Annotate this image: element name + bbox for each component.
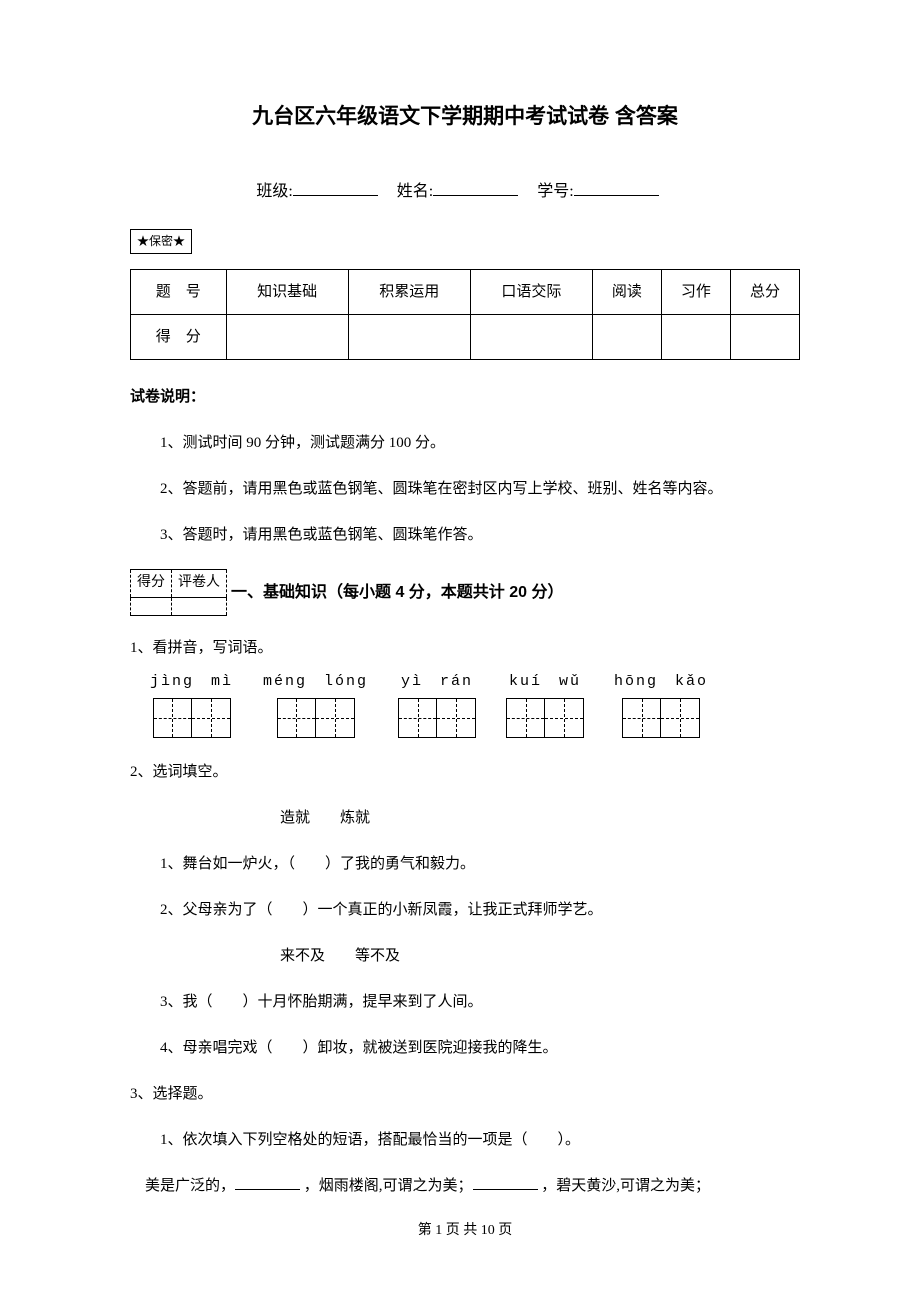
char-grid xyxy=(622,698,700,738)
id-label: 学号: xyxy=(537,183,573,200)
word-choices: 造就 炼就 xyxy=(130,806,800,830)
fill-line: 美是广泛的， ，烟雨楼阁,可谓之为美； ，碧天黄沙,可谓之为美； xyxy=(130,1174,800,1198)
id-blank xyxy=(574,195,659,196)
header-cell: 口语交际 xyxy=(470,270,592,315)
score-table: 题 号 知识基础 积累运用 口语交际 阅读 习作 总分 得 分 xyxy=(130,269,800,360)
pinyin-group: hōng kǎo xyxy=(614,670,708,738)
header-cell: 积累运用 xyxy=(348,270,470,315)
blank xyxy=(235,1189,300,1190)
char-grid xyxy=(153,698,231,738)
score-cell xyxy=(730,315,799,360)
sub-question: 3、我（ ）十月怀胎期满，提早来到了人间。 xyxy=(130,990,800,1014)
class-blank xyxy=(293,195,378,196)
header-cell: 知识基础 xyxy=(226,270,348,315)
question-2: 2、选词填空。 造就 炼就 1、舞台如一炉火，（ ）了我的勇气和毅力。 2、父母… xyxy=(130,760,800,1060)
pinyin-group: kuí wǔ xyxy=(506,670,584,738)
fill-text: 美是广泛的， xyxy=(145,1178,235,1194)
table-row: 得 分 xyxy=(131,315,800,360)
word-choices: 来不及 等不及 xyxy=(130,944,800,968)
fill-text: ，烟雨楼阁,可谓之为美； xyxy=(304,1178,473,1194)
blank xyxy=(473,1189,538,1190)
question-1: 1、看拼音，写词语。 jìng mì méng lóng yì rán kuí … xyxy=(130,636,800,738)
name-blank xyxy=(433,195,518,196)
instruction-item: 3、答题时，请用黑色或蓝色钢笔、圆珠笔作答。 xyxy=(130,523,800,547)
pinyin-text: hōng kǎo xyxy=(614,670,708,694)
instructions: 试卷说明： 1、测试时间 90 分钟，测试题满分 100 分。 2、答题前，请用… xyxy=(130,385,800,547)
header-cell: 题 号 xyxy=(131,270,227,315)
pinyin-text: jìng mì xyxy=(150,670,233,694)
secret-badge: ★保密★ xyxy=(130,229,192,254)
instruction-item: 2、答题前，请用黑色或蓝色钢笔、圆珠笔在密封区内写上学校、班别、姓名等内容。 xyxy=(130,477,800,501)
score-cell xyxy=(592,315,661,360)
grading-blank xyxy=(131,597,172,615)
score-cell xyxy=(661,315,730,360)
pinyin-row: jìng mì méng lóng yì rán kuí wǔ hōng kǎo xyxy=(130,670,800,738)
pinyin-text: méng lóng xyxy=(263,670,368,694)
instruction-item: 1、测试时间 90 分钟，测试题满分 100 分。 xyxy=(130,431,800,455)
name-label: 姓名: xyxy=(397,183,433,200)
score-cell xyxy=(348,315,470,360)
section-title: 一、基础知识（每小题 4 分，本题共计 20 分） xyxy=(231,580,563,606)
table-row: 题 号 知识基础 积累运用 口语交际 阅读 习作 总分 xyxy=(131,270,800,315)
score-cell xyxy=(470,315,592,360)
page-footer: 第 1 页 共 10 页 xyxy=(130,1220,800,1242)
grading-table: 得分评卷人 xyxy=(130,569,227,615)
sub-question: 1、舞台如一炉火，（ ）了我的勇气和毅力。 xyxy=(130,852,800,876)
char-grid xyxy=(277,698,355,738)
question-label: 1、看拼音，写词语。 xyxy=(130,636,800,660)
section-header: 得分评卷人 一、基础知识（每小题 4 分，本题共计 20 分） xyxy=(130,569,800,615)
char-grid xyxy=(398,698,476,738)
page-title: 九台区六年级语文下学期期中考试试卷 含答案 xyxy=(130,100,800,134)
pinyin-group: jìng mì xyxy=(150,670,233,738)
grading-blank xyxy=(172,597,227,615)
grading-grader-label: 评卷人 xyxy=(172,570,227,597)
header-cell: 阅读 xyxy=(592,270,661,315)
sub-question: 1、依次填入下列空格处的短语，搭配最恰当的一项是（ ）。 xyxy=(130,1128,800,1152)
class-label: 班级: xyxy=(256,183,292,200)
score-cell xyxy=(226,315,348,360)
header-cell: 习作 xyxy=(661,270,730,315)
question-label: 3、选择题。 xyxy=(130,1082,800,1106)
question-3: 3、选择题。 1、依次填入下列空格处的短语，搭配最恰当的一项是（ ）。 美是广泛… xyxy=(130,1082,800,1198)
sub-question: 2、父母亲为了（ ）一个真正的小新凤霞，让我正式拜师学艺。 xyxy=(130,898,800,922)
question-label: 2、选词填空。 xyxy=(130,760,800,784)
pinyin-text: kuí wǔ xyxy=(509,670,581,694)
pinyin-group: méng lóng xyxy=(263,670,368,738)
pinyin-group: yì rán xyxy=(398,670,476,738)
header-cell: 总分 xyxy=(730,270,799,315)
char-grid xyxy=(506,698,584,738)
sub-question: 4、母亲唱完戏（ ）卸妆，就被送到医院迎接我的降生。 xyxy=(130,1036,800,1060)
instructions-title: 试卷说明： xyxy=(130,385,800,409)
fill-text: ，碧天黄沙,可谓之为美； xyxy=(541,1178,710,1194)
score-label-cell: 得 分 xyxy=(131,315,227,360)
pinyin-text: yì rán xyxy=(401,670,473,694)
student-info: 班级: 姓名: 学号: xyxy=(130,179,800,205)
grading-score-label: 得分 xyxy=(131,570,172,597)
